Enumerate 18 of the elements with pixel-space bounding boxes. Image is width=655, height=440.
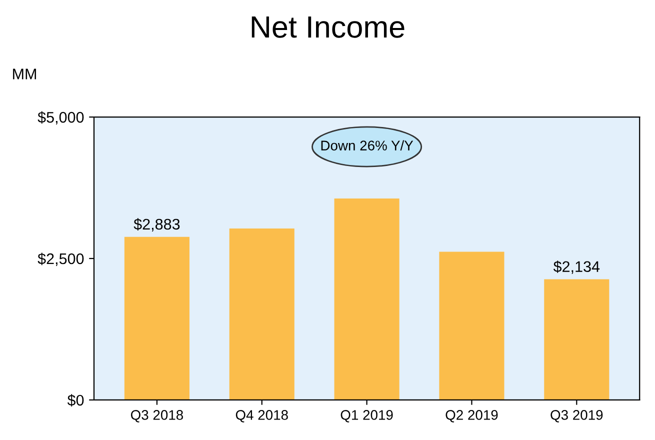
bar [334, 198, 400, 400]
y-axis-title: MM [13, 68, 36, 80]
data-label: $2,134 [553, 260, 600, 274]
chart-title: Net Income [252, 16, 404, 38]
x-tick-label: Q2 2019 [446, 410, 498, 422]
bar [544, 279, 610, 400]
data-label: $2,883 [134, 218, 180, 232]
bar [229, 228, 294, 400]
y-tick-label: $2,500 [38, 252, 84, 266]
y-tick-label: $5,000 [38, 111, 84, 125]
annotation: Down 26% Y/Y [321, 140, 414, 150]
x-tick-label: Q3 2018 [130, 410, 183, 422]
x-tick-label: Q4 2018 [236, 410, 288, 422]
x-tick-label: Q3 2019 [550, 410, 603, 422]
y-tick-label: $0 [67, 394, 84, 407]
bar [439, 252, 504, 400]
x-tick-label: Q1 2019 [340, 410, 393, 422]
bar [124, 236, 190, 400]
